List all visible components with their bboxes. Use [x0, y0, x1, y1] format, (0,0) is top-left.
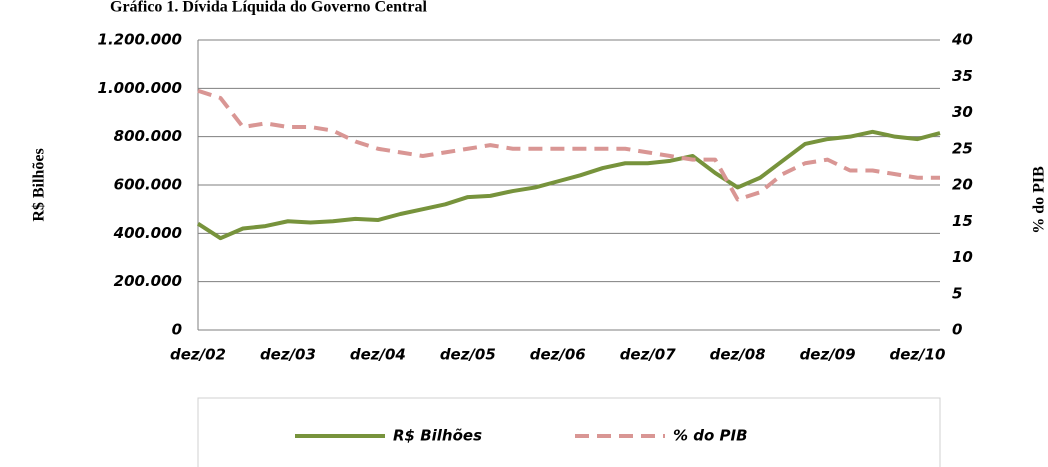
y-axis-title: R$ Bilhões — [31, 148, 48, 221]
x-tick-label: dez/09 — [800, 346, 856, 364]
chart-title: Gráfico 1. Dívida Líquida do Governo Cen… — [110, 0, 427, 16]
y-tick-label: 400.000 — [113, 224, 182, 242]
series-line — [197, 88, 940, 202]
x-tick-label: dez/07 — [620, 346, 677, 364]
y-tick-label: 800.000 — [114, 127, 182, 145]
y2-tick-label: 30 — [952, 103, 973, 121]
x-tick-label: dez/10 — [890, 346, 946, 364]
x-tick-label: dez/03 — [260, 346, 316, 364]
y2-tick-label: 5 — [952, 284, 962, 302]
y2-tick-label: 0 — [952, 321, 962, 339]
y-tick-label: 200.000 — [114, 272, 182, 290]
y2-tick-label: 20 — [952, 176, 973, 194]
x-tick-label: dez/02 — [170, 346, 226, 364]
y2-tick-label: 35 — [952, 67, 973, 85]
legend-label: R$ Bilhões — [393, 427, 482, 445]
y2-tick-label: 40 — [951, 31, 973, 49]
y-tick-label: 1.000.000 — [98, 79, 182, 97]
y2-tick-label: 15 — [952, 212, 973, 230]
x-tick-label: dez/06 — [530, 346, 586, 364]
y2-tick-label: 25 — [952, 139, 973, 157]
x-tick-label: dez/05 — [440, 346, 496, 364]
y2-axis-title: % do PIB — [1031, 166, 1048, 234]
x-tick-label: dez/04 — [350, 346, 406, 364]
y-tick-label: 1.200.000 — [98, 31, 182, 49]
x-tick-label: dez/08 — [710, 346, 766, 364]
y-tick-label: 600.000 — [114, 176, 182, 194]
legend-box — [197, 397, 941, 467]
legend-label: % do PIB — [673, 427, 748, 445]
y-tick-label: 0 — [172, 321, 182, 339]
series-line — [196, 129, 941, 241]
y2-tick-label: 10 — [952, 248, 973, 266]
